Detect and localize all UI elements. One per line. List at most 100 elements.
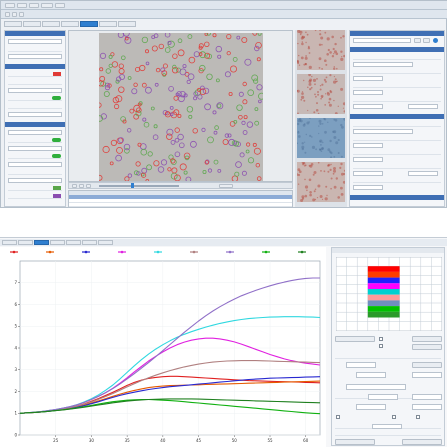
well-highlight[interactable] (367, 271, 400, 278)
add-button[interactable] (335, 336, 375, 342)
to-field[interactable] (412, 372, 442, 378)
input-field[interactable] (353, 157, 383, 162)
slider-handle[interactable] (131, 183, 134, 188)
toggle-switch[interactable] (52, 154, 61, 158)
well-highlight[interactable] (367, 283, 400, 289)
input-field[interactable] (353, 62, 413, 67)
menu-item-view[interactable] (29, 3, 39, 8)
tab-1[interactable] (4, 21, 22, 27)
tab-3[interactable] (42, 21, 60, 27)
well-highlight[interactable] (367, 311, 400, 318)
preview-thumbnail[interactable] (297, 30, 345, 70)
tab-4[interactable] (61, 21, 79, 27)
color-swatch[interactable] (53, 72, 61, 76)
tab-6[interactable] (82, 240, 97, 245)
cell-outline (254, 120, 260, 126)
tab-2[interactable] (18, 240, 33, 245)
x-axis-select[interactable] (346, 362, 376, 368)
tab-7[interactable] (98, 240, 113, 245)
input-field[interactable] (8, 130, 62, 135)
input-field[interactable] (8, 178, 62, 183)
input-field[interactable] (8, 146, 62, 151)
y-axis-select[interactable] (346, 384, 406, 390)
table-row[interactable] (69, 203, 292, 207)
dropdown-field[interactable] (8, 39, 62, 44)
info-icon[interactable] (433, 38, 438, 43)
save-chart-button[interactable] (402, 439, 442, 445)
dropdown-field[interactable] (353, 38, 411, 43)
settings-button[interactable] (414, 38, 421, 43)
play-button[interactable] (86, 184, 91, 188)
prev-frame-button[interactable] (79, 184, 84, 188)
first-frame-button[interactable] (72, 184, 77, 188)
tab-4[interactable] (50, 240, 65, 245)
checkbox[interactable] (392, 415, 396, 419)
well-highlight[interactable] (367, 266, 400, 272)
well-plate-grid[interactable] (336, 257, 442, 331)
input-field[interactable] (353, 129, 413, 134)
input-field[interactable] (353, 76, 383, 81)
input-field[interactable] (353, 90, 383, 95)
well-highlight[interactable] (367, 289, 400, 295)
checkbox[interactable] (416, 415, 420, 419)
input-field[interactable] (356, 404, 386, 410)
color-swatch[interactable] (53, 194, 61, 198)
image-viewer[interactable] (68, 30, 293, 182)
toggle-switch[interactable] (52, 96, 61, 100)
menu-item-help[interactable] (55, 3, 65, 8)
tab-5[interactable] (80, 21, 98, 27)
input-field[interactable] (368, 394, 398, 400)
preview-thumbnail[interactable] (297, 74, 345, 114)
well-highlight[interactable] (367, 294, 400, 301)
input-field[interactable] (353, 185, 383, 190)
color-swatch[interactable] (53, 186, 61, 190)
input-field[interactable] (353, 171, 383, 176)
input-field[interactable] (8, 112, 62, 117)
menu-item-edit[interactable] (17, 3, 27, 8)
frame-slider[interactable] (99, 185, 179, 187)
input-field[interactable] (353, 143, 383, 148)
toolbar-open-icon[interactable] (5, 12, 10, 17)
input-field[interactable] (412, 394, 442, 400)
input-field[interactable] (408, 104, 438, 109)
remove-button[interactable] (412, 336, 442, 342)
preview-thumbnail[interactable] (297, 118, 345, 158)
toggle-switch[interactable] (52, 138, 61, 142)
apply-button[interactable] (412, 362, 442, 368)
tab-7[interactable] (118, 21, 136, 27)
table-row[interactable] (69, 195, 292, 199)
well-highlight[interactable] (367, 306, 400, 312)
preview-thumbnail[interactable] (297, 162, 345, 202)
checkbox[interactable] (379, 337, 383, 341)
input-field[interactable] (8, 88, 62, 93)
tab-1[interactable] (2, 240, 17, 245)
checkbox[interactable] (336, 415, 340, 419)
copy-table-button[interactable] (335, 439, 375, 445)
zoom-select[interactable] (219, 184, 233, 188)
results-table (68, 190, 293, 207)
table-row[interactable] (69, 199, 292, 203)
checkbox[interactable] (379, 344, 383, 348)
well-highlight[interactable] (367, 300, 400, 307)
input-field[interactable] (372, 424, 402, 429)
input-field[interactable] (8, 54, 62, 59)
well-highlight[interactable] (367, 277, 400, 284)
menu-item-file[interactable] (5, 3, 15, 8)
cell-dot (303, 36, 305, 38)
input-field[interactable] (353, 104, 383, 109)
remove-all-button[interactable] (412, 344, 442, 350)
tab-3[interactable] (34, 240, 49, 245)
tab-6[interactable] (99, 21, 117, 27)
tab-2[interactable] (23, 21, 41, 27)
tab-5[interactable] (66, 240, 81, 245)
input-field[interactable] (8, 162, 62, 167)
menu-item-tools[interactable] (41, 3, 53, 8)
toolbar-save-icon[interactable] (12, 12, 17, 17)
from-field[interactable] (356, 372, 386, 378)
input-field[interactable] (408, 171, 438, 176)
toolbar-run-icon[interactable] (19, 12, 24, 17)
settings-button[interactable] (423, 38, 430, 43)
input-field[interactable] (412, 404, 442, 410)
microscopy-image[interactable] (99, 33, 263, 181)
